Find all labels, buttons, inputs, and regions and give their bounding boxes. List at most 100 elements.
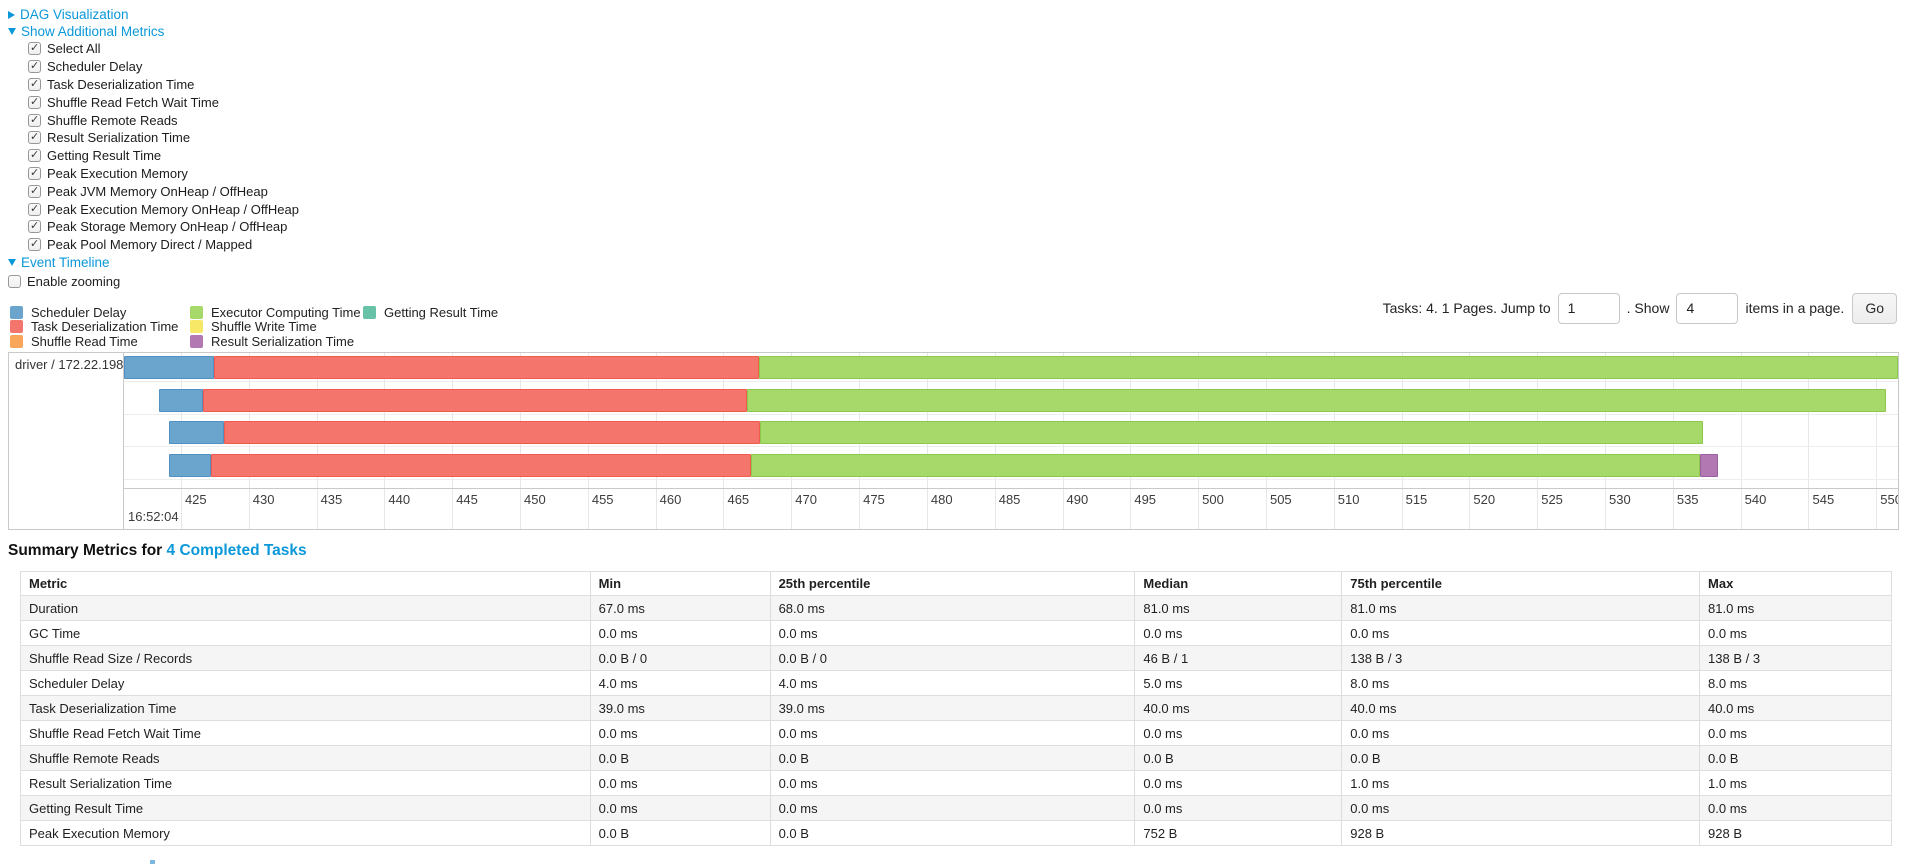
legend-label: Result Serialization Time xyxy=(211,333,355,349)
checkbox-unchecked-icon xyxy=(8,275,21,289)
task-bar-segment-task_deserialization xyxy=(210,454,751,478)
go-button[interactable]: Go xyxy=(1852,292,1897,324)
jump-to-page-input[interactable] xyxy=(1557,292,1620,324)
legend-label: Executor Computing Time xyxy=(211,304,361,320)
metric-checkbox-label: Peak JVM Memory OnHeap / OffHeap xyxy=(47,183,268,199)
timeline-row-separator xyxy=(124,413,1898,415)
legend-item: Shuffle Write Time xyxy=(190,319,363,334)
legend-swatch xyxy=(10,320,23,334)
metric-checkbox-item[interactable]: Peak Pool Memory Direct / Mapped xyxy=(28,236,299,254)
axis-tick-label: 505 xyxy=(1269,492,1292,507)
axis-tick-label: 445 xyxy=(456,492,478,507)
metric-checkbox-item[interactable]: Shuffle Remote Reads xyxy=(28,111,299,129)
summary-metric-value: 0.0 B xyxy=(1341,745,1701,771)
summary-metric-value: 0.0 B xyxy=(1699,745,1892,771)
summary-metric-value: 67.0 ms xyxy=(589,595,771,621)
summary-column-header: 75th percentile xyxy=(1341,571,1701,596)
metric-checkbox-item[interactable]: Scheduler Delay xyxy=(28,58,299,76)
summary-table-row: Scheduler Delay 4.0 ms 4.0 ms 5.0 ms 8.0 ms 8… xyxy=(20,670,1892,696)
checkbox-checked-icon xyxy=(28,130,41,145)
task-bar-segment-executor_computing xyxy=(760,421,1703,445)
legend-item: Scheduler Delay xyxy=(10,305,190,320)
summary-column-header: Max xyxy=(1699,571,1892,596)
metric-checkbox-item[interactable]: Peak Storage Memory OnHeap / OffHeap xyxy=(28,218,299,236)
metric-checkbox-item[interactable]: Peak JVM Memory OnHeap / OffHeap xyxy=(28,182,299,200)
summary-table-row: GC Time 0.0 ms 0.0 ms 0.0 ms 0.0 ms 0.0 ms xyxy=(20,620,1892,646)
metric-checkbox-item[interactable]: Result Serialization Time xyxy=(28,129,299,147)
task-bar-segment-scheduler_delay xyxy=(159,388,203,412)
checkbox-checked-icon xyxy=(28,148,41,163)
legend-column: Executor Computing Time Shuffle Write Tim… xyxy=(190,305,363,349)
summary-table-row: Getting Result Time 0.0 ms 0.0 ms 0.0 ms 0.0… xyxy=(20,795,1892,821)
legend-label: Task Deserialization Time xyxy=(31,319,179,335)
summary-metric-name: Result Serialization Time xyxy=(20,770,591,796)
legend-item: Shuffle Read Time xyxy=(10,334,190,349)
checkbox-checked-icon xyxy=(28,95,41,109)
summary-metric-name: Duration xyxy=(20,595,591,621)
additional-metrics-toggle[interactable]: Show Additional Metrics xyxy=(8,23,299,40)
chevron-right-icon xyxy=(8,10,15,19)
axis-tick-label: 500 xyxy=(1202,492,1224,507)
metric-checkbox-item[interactable]: Peak Execution Memory xyxy=(28,165,299,183)
event-timeline-link[interactable]: Event Timeline xyxy=(21,254,110,270)
items-per-page-input[interactable] xyxy=(1676,292,1739,324)
axis-tick-label: 530 xyxy=(1609,492,1631,507)
items-per-page-text: items in a page. xyxy=(1745,300,1845,316)
summary-metric-value: 928 B xyxy=(1341,820,1701,846)
legend-column: Scheduler Delay Task Deserialization Time… xyxy=(10,305,190,349)
summary-metric-name: Peak Execution Memory xyxy=(20,820,591,846)
summary-metric-value: 1.0 ms xyxy=(1699,770,1892,796)
metric-checkbox-item[interactable]: Getting Result Time xyxy=(28,147,299,165)
timeline-row-separator xyxy=(124,446,1898,448)
summary-column-header: Metric xyxy=(20,571,591,596)
axis-tick-label: 485 xyxy=(998,492,1021,507)
summary-metric-value: 0.0 ms xyxy=(1699,795,1892,821)
axis-tick-label: 460 xyxy=(659,492,682,507)
summary-metric-value: 0.0 B xyxy=(769,745,1136,771)
summary-metric-name: Shuffle Read Size / Records xyxy=(20,645,591,671)
timeline-gridline xyxy=(1876,353,1878,529)
metric-checkbox-item[interactable]: Peak Execution Memory OnHeap / OffHeap xyxy=(28,200,299,218)
event-timeline-toggle[interactable]: Event Timeline xyxy=(8,254,299,271)
task-bar-segment-scheduler_delay xyxy=(168,454,211,478)
dag-visualization-toggle[interactable]: DAG Visualization xyxy=(8,6,299,23)
legend-column: Getting Result Time xyxy=(363,305,563,349)
summary-column-header: Min xyxy=(589,571,771,596)
completed-tasks-link[interactable]: 4 Completed Tasks xyxy=(166,542,307,559)
dag-visualization-link[interactable]: DAG Visualization xyxy=(20,7,129,22)
metric-checkbox-label: Shuffle Read Fetch Wait Time xyxy=(47,94,219,110)
summary-metric-name: Getting Result Time xyxy=(20,795,591,821)
event-timeline-chart: driver / 172.22.198.104 4254304354404454… xyxy=(8,352,1899,530)
axis-base-time: 16:52:04 xyxy=(128,509,179,524)
metric-checkbox-item[interactable]: Select All xyxy=(28,40,299,58)
metric-checkbox-label: Shuffle Remote Reads xyxy=(47,112,178,128)
task-bar-segment-task_deserialization xyxy=(213,356,759,379)
axis-tick-label: 425 xyxy=(184,492,207,507)
summary-metric-value: 0.0 ms xyxy=(1134,620,1343,646)
chevron-down-icon xyxy=(8,258,16,266)
enable-zooming-checkbox[interactable]: Enable zooming xyxy=(8,273,299,291)
summary-metric-value: 4.0 ms xyxy=(589,670,771,696)
timeline-row-separator xyxy=(124,381,1898,382)
additional-metrics-link[interactable]: Show Additional Metrics xyxy=(21,24,165,39)
metric-checkbox-label: Peak Execution Memory xyxy=(47,165,188,181)
summary-metric-value: 0.0 ms xyxy=(589,620,771,646)
summary-metric-value: 138 B / 3 xyxy=(1341,645,1701,671)
summary-metric-value: 0.0 ms xyxy=(769,795,1136,821)
summary-metric-value: 0.0 B xyxy=(769,820,1136,846)
axis-tick-label: 455 xyxy=(591,492,614,507)
axis-tick-label: 495 xyxy=(1134,492,1157,507)
checkbox-checked-icon xyxy=(28,113,41,127)
summary-metric-value: 0.0 ms xyxy=(589,795,771,821)
task-bar-segment-scheduler_delay xyxy=(124,356,214,379)
legend-item: Result Serialization Time xyxy=(190,334,363,349)
summary-table-row: Peak Execution Memory 0.0 B 0.0 B 752 B 928 … xyxy=(20,820,1892,846)
axis-tick-label: 540 xyxy=(1744,492,1767,507)
metric-checkbox-item[interactable]: Task Deserialization Time xyxy=(28,76,299,94)
summary-metric-value: 0.0 ms xyxy=(1134,770,1343,796)
chevron-down-icon xyxy=(8,28,16,35)
summary-metric-value: 0.0 ms xyxy=(1699,720,1892,746)
summary-table-row: Duration 67.0 ms 68.0 ms 81.0 ms 81.0 ms 81.0… xyxy=(20,595,1892,621)
metric-checkbox-item[interactable]: Shuffle Read Fetch Wait Time xyxy=(28,93,299,111)
